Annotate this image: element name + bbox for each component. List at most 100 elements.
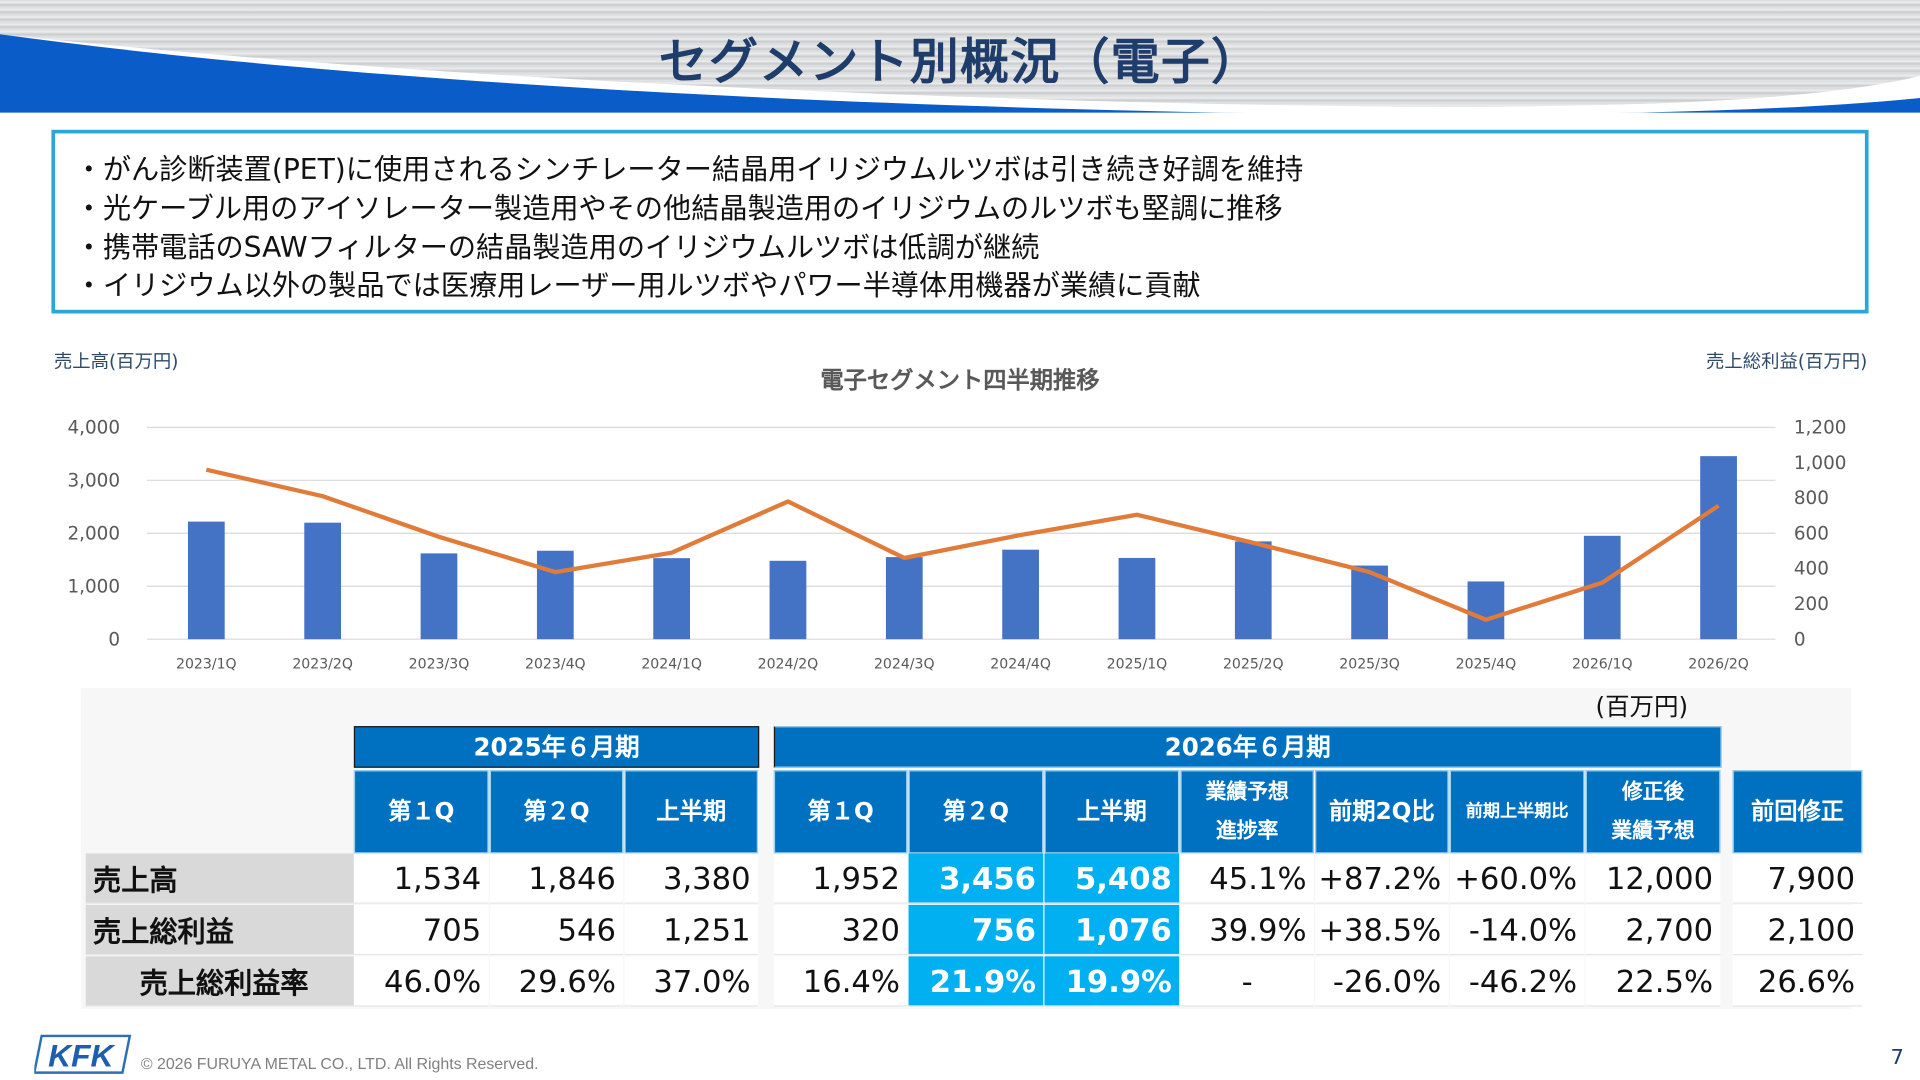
table-cell: 5,408 xyxy=(1044,853,1180,904)
row-label: 売上高 xyxy=(85,853,354,904)
table-cell: 546 xyxy=(489,904,624,956)
table-cell: +87.2% xyxy=(1315,853,1449,904)
bar-2023/1Q xyxy=(187,521,225,640)
table-cell: 29.6% xyxy=(489,956,624,1007)
x-tick-label: 2025/2Q xyxy=(1223,657,1284,673)
x-tick-label: 2024/1Q xyxy=(641,657,702,673)
left-axis-title: 売上高(百万円) xyxy=(53,350,179,373)
column-header: 前期上半期比 xyxy=(1449,770,1585,854)
table-cell: 756 xyxy=(908,904,1044,956)
x-tick-label: 2024/4Q xyxy=(990,657,1051,673)
column-header: 前回修正 xyxy=(1732,770,1863,854)
table-cell: 705 xyxy=(353,904,489,956)
right-tick-label: 0 xyxy=(1794,629,1806,650)
row-label: 売上総利益率 xyxy=(85,956,354,1007)
column-header: 修正後 業績予想 xyxy=(1585,770,1721,854)
chart-title: 電子セグメント四半期推移 xyxy=(820,367,1100,395)
table-cell: +60.0% xyxy=(1449,853,1585,904)
right-tick-label: 1,200 xyxy=(1794,417,1847,438)
table-cell: 12,000 xyxy=(1585,853,1721,904)
bar-2024/3Q xyxy=(885,557,923,640)
x-tick-label: 2025/4Q xyxy=(1456,657,1517,673)
table-cell: 1,534 xyxy=(353,853,489,904)
bar-2024/4Q xyxy=(1002,549,1039,640)
header-swoosh xyxy=(0,34,1920,123)
row-label: 売上総利益 xyxy=(85,904,354,956)
column-header: 第１Q xyxy=(773,770,908,854)
bar-2024/1Q xyxy=(653,558,691,640)
bar-2025/2Q xyxy=(1234,541,1272,640)
bar-2023/2Q xyxy=(304,522,342,640)
bullet-item: ・がん診断装置(PET)に使用されるシンチレーター結晶用イリジウムルツボは引き続… xyxy=(74,154,1304,187)
table-cell: 22.5% xyxy=(1585,956,1721,1007)
svg-text:KFK: KFK xyxy=(48,1038,115,1074)
bullet-item: ・携帯電話のSAWフィルターの結晶製造用のイリジウムルツボは低調が継続 xyxy=(74,232,1040,265)
table-cell: 2,700 xyxy=(1585,904,1721,956)
left-tick-label: 3,000 xyxy=(67,470,120,491)
bar-2026/2Q xyxy=(1700,456,1737,640)
x-tick-label: 2026/1Q xyxy=(1572,657,1633,673)
left-tick-label: 2,000 xyxy=(67,523,120,544)
table-cell: 1,251 xyxy=(624,904,758,956)
copyright: © 2026 FURUYA METAL CO., LTD. All Rights… xyxy=(140,1054,539,1073)
column-header: 前期2Q比 xyxy=(1315,770,1449,854)
unit-label: (百万円) xyxy=(1595,691,1689,722)
bullet-item: ・イリジウム以外の製品では医療用レーザー用ルツボやパワー半導体用機器が業績に貢献 xyxy=(74,270,1201,303)
table-cell: 26.6% xyxy=(1732,956,1863,1007)
x-tick-label: 2025/3Q xyxy=(1339,657,1400,673)
period-header-curr: 2026年６月期 xyxy=(773,726,1722,768)
left-tick-label: 4,000 xyxy=(67,417,120,438)
column-header: 業績予想 進捗率 xyxy=(1180,770,1314,854)
table-cell: -14.0% xyxy=(1449,904,1585,956)
page-title: セグメント別概況（電子） xyxy=(658,34,1262,91)
table-cell: -26.0% xyxy=(1315,956,1449,1007)
column-header: 上半期 xyxy=(1044,770,1180,854)
table-cell: 320 xyxy=(773,904,908,956)
table-cell: 46.0% xyxy=(353,956,489,1007)
table-cell: 1,952 xyxy=(773,853,908,904)
bar-2023/4Q xyxy=(536,550,574,640)
quarterly-chart: 4,000 3,000 2,000 1,000 0 1,200 1,000 800 600 400… xyxy=(67,417,1847,711)
right-tick-label: 600 xyxy=(1794,523,1829,544)
x-tick-label: 2024/2Q xyxy=(758,657,819,673)
table-cell: 45.1% xyxy=(1180,853,1314,904)
x-tick-label: 2024/3Q xyxy=(874,657,935,673)
left-tick-label: 1,000 xyxy=(67,576,120,597)
right-tick-label: 200 xyxy=(1794,594,1829,615)
bullet-item: ・光ケーブル用のアイソレーター製造用やその他結晶製造用のイリジウムのルツボも堅調… xyxy=(74,193,1283,226)
x-tick-label: 2025/1Q xyxy=(1107,657,1168,673)
x-tick-label: 2023/3Q xyxy=(409,657,470,673)
column-header: 第２Q xyxy=(908,770,1044,854)
right-tick-label: 400 xyxy=(1794,559,1829,580)
table-cell: 1,846 xyxy=(489,853,624,904)
table-cell: 2,100 xyxy=(1732,904,1863,956)
period-header-prev: 2025年６月期 xyxy=(353,726,760,768)
gross-profit-line xyxy=(205,467,1720,622)
bar-2025/1Q xyxy=(1118,557,1156,640)
bar-2023/3Q xyxy=(420,553,458,640)
x-tick-label: 2023/4Q xyxy=(525,657,586,673)
bar-2024/2Q xyxy=(769,560,807,640)
table-cell: 16.4% xyxy=(773,956,908,1007)
table-cell: 37.0% xyxy=(624,956,758,1007)
right-tick-label: 1,000 xyxy=(1794,453,1847,474)
table-cell: 21.9% xyxy=(908,956,1044,1007)
kfk-logo: KFK xyxy=(34,1034,132,1074)
x-tick-label: 2023/1Q xyxy=(176,657,237,673)
column-header: 第２Q xyxy=(489,770,624,854)
bar-2025/4Q xyxy=(1467,581,1505,640)
table-cell: 39.9% xyxy=(1180,904,1314,956)
summary-box: ・がん診断装置(PET)に使用されるシンチレーター結晶用イリジウムルツボは引き続… xyxy=(51,129,1869,314)
column-header: 第１Q xyxy=(353,770,489,854)
table-cell: 3,456 xyxy=(908,853,1044,904)
x-tick-label: 2023/2Q xyxy=(292,657,353,673)
table-cell: 7,900 xyxy=(1732,853,1863,904)
left-tick-label: 0 xyxy=(108,629,120,650)
table-cell: - xyxy=(1180,956,1314,1007)
header-band xyxy=(0,0,1920,123)
table-cell: -46.2% xyxy=(1449,956,1585,1007)
x-tick-label: 2026/2Q xyxy=(1688,657,1749,673)
column-header: 上半期 xyxy=(624,770,758,854)
table-cell: +38.5% xyxy=(1315,904,1449,956)
